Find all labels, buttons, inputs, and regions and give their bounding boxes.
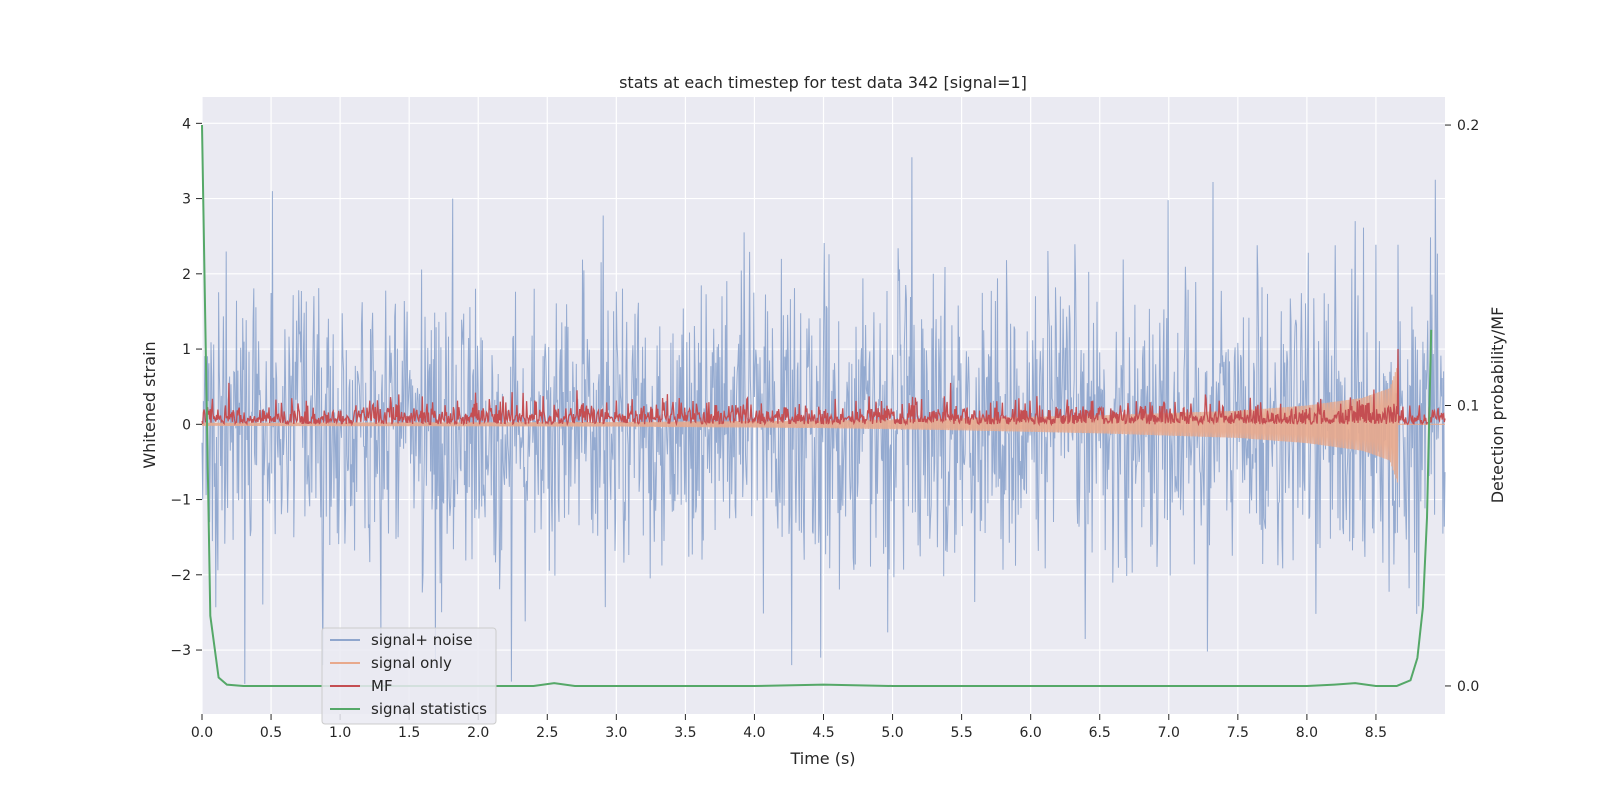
x-tick-label: 7.5 [1227,725,1249,741]
y-left-tick-label: 1 [182,342,191,358]
x-tick-label: 6.0 [1020,725,1042,741]
series-mf [201,349,1446,427]
y-left-tick-label: 4 [182,116,191,132]
x-axis-ticks: 0.0 0.5 1.0 1.5 2.0 2.5 3.0 3.5 4.0 4.5 5.0 5.5 6.0 6… [191,714,1387,741]
legend-label-signal-only: signal only [371,654,452,672]
y-axis-right-label: Detection probability/MF [1488,307,1507,504]
x-tick-label: 0.5 [260,725,282,741]
x-axis-label: Time (s) [789,749,855,768]
x-tick-label: 6.5 [1089,725,1111,741]
legend-label-mf: MF [371,677,393,695]
x-tick-label: 5.5 [950,725,972,741]
x-tick-label: 0.0 [191,725,213,741]
x-tick-label: 8.5 [1365,725,1387,741]
x-tick-label: 3.5 [674,725,696,741]
y-right-tick-label: 0.0 [1457,679,1479,695]
x-tick-label: 5.0 [881,725,903,741]
x-tick-label: 1.0 [329,725,351,741]
x-tick-label: 4.5 [812,725,834,741]
x-tick-label: 2.5 [536,725,558,741]
series-signal-statistics [201,124,1433,687]
y-axis-left-ticks: 4 3 2 1 0 −1 −2 −3 [170,116,202,659]
x-tick-label: 8.0 [1296,725,1318,741]
x-tick-label: 7.0 [1158,725,1180,741]
y-right-tick-label: 0.1 [1457,399,1479,415]
legend-box [321,627,497,725]
chart-title: stats at each timestep for test data 342… [619,73,1027,92]
plot-area [201,124,1446,687]
y-left-tick-label: −3 [170,643,191,659]
legend: signal+ noise signal only MF signal stat… [321,627,497,725]
legend-label-signal-statistics: signal statistics [371,700,487,718]
y-right-tick-label: 0.2 [1457,118,1479,134]
x-tick-label: 2.0 [467,725,489,741]
x-tick-label: 4.0 [743,725,765,741]
y-left-tick-label: −1 [170,493,191,509]
y-axis-left-label: Whitened strain [140,341,159,468]
legend-label-signal-noise: signal+ noise [371,631,473,649]
y-axis-right-ticks: 0.2 0.1 0.0 [1445,118,1479,695]
x-tick-label: 1.5 [398,725,420,741]
x-tick-label: 3.0 [605,725,627,741]
y-left-tick-label: 2 [182,267,191,283]
y-left-tick-label: 3 [182,192,191,208]
y-left-tick-label: 0 [182,417,191,433]
y-left-tick-label: −2 [170,568,191,584]
series-signal-noise [201,157,1446,684]
